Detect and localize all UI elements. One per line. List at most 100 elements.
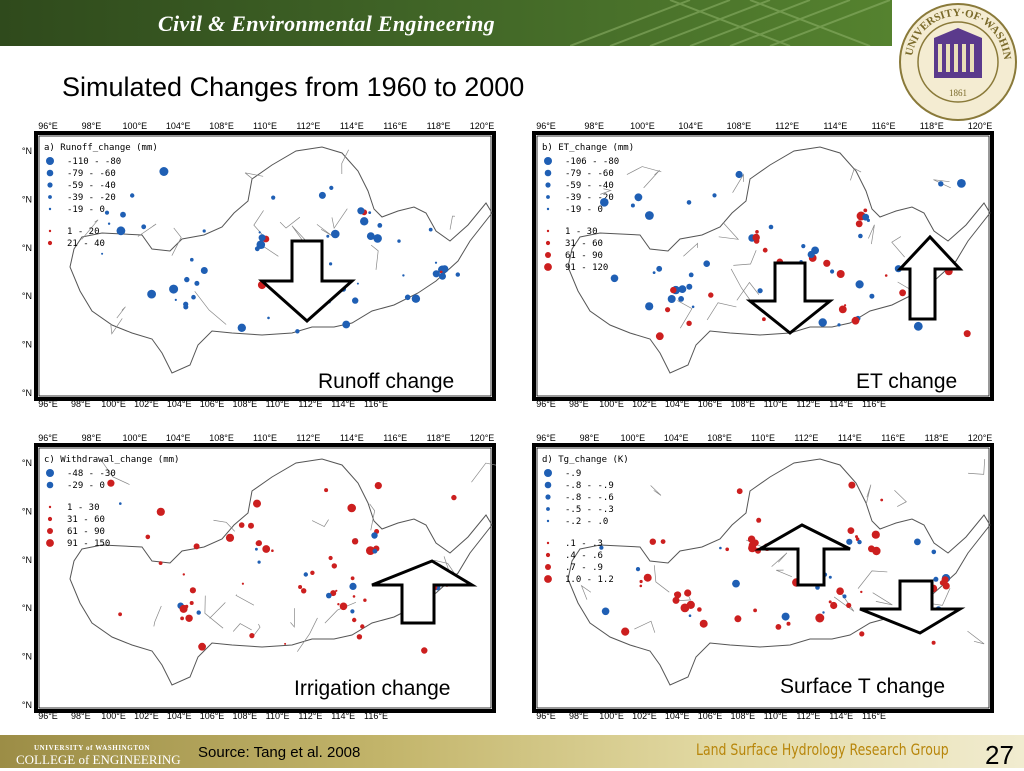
legend-decrease-marker xyxy=(546,207,550,211)
up-arrow-icon xyxy=(754,523,851,587)
sub-basin-boundary xyxy=(776,569,792,578)
lat-tick: 32°N xyxy=(22,700,32,710)
station-marker xyxy=(356,282,359,285)
legend-decrease-marker xyxy=(544,169,552,177)
lon-tick-top: 98°E xyxy=(82,121,102,131)
station-marker xyxy=(846,602,852,608)
station-marker xyxy=(241,582,244,585)
station-marker xyxy=(119,502,122,505)
lon-tick-top: 108°E xyxy=(209,121,234,131)
lon-tick-bottom: 102°E xyxy=(134,399,159,409)
legend-increase-label: .4 - .6 xyxy=(565,551,603,561)
legend-decrease-marker xyxy=(46,157,54,165)
lon-tick-bottom: 114°E xyxy=(829,399,853,409)
station-marker xyxy=(815,613,825,623)
station-marker xyxy=(451,494,457,501)
trend-arrows xyxy=(258,239,356,324)
legend-increase-marker xyxy=(48,505,52,509)
sub-basin-boundary xyxy=(235,594,255,606)
sub-basin-boundary xyxy=(297,617,318,652)
legend-increase-marker xyxy=(545,552,551,558)
station-marker xyxy=(830,601,838,610)
trend-arrows xyxy=(754,523,966,635)
lon-tick-bottom: 108°E xyxy=(232,399,257,409)
lon-tick-top: 96°E xyxy=(536,121,556,131)
sub-basin-boundary xyxy=(232,623,252,632)
station-marker xyxy=(337,603,340,606)
station-marker xyxy=(855,535,858,539)
runoff-map-svg: 96°E 98°E 100°E 104°E 108°E 110°E 112°E 114°E 11… xyxy=(22,121,496,409)
map-border xyxy=(532,443,994,713)
station-marker xyxy=(884,274,888,277)
station-marker xyxy=(342,320,351,329)
lon-tick-top: 116°E xyxy=(383,121,407,131)
map-inner-border xyxy=(536,447,990,709)
legend-decrease-label: -110 - -80 xyxy=(67,157,121,167)
station-marker xyxy=(262,545,271,553)
lon-tick-top: 104°E xyxy=(678,121,703,131)
station-markers xyxy=(599,481,951,645)
sub-basin-boundary xyxy=(683,242,699,257)
lon-tick-top: 100°E xyxy=(630,121,655,131)
station-marker xyxy=(674,592,679,597)
station-marker xyxy=(755,230,759,234)
station-marker xyxy=(656,265,663,272)
station-marker xyxy=(373,234,382,243)
sub-basin-boundary xyxy=(643,169,660,189)
legend-decrease-marker xyxy=(546,507,550,511)
station-marker xyxy=(719,546,722,550)
station-marker xyxy=(756,517,762,523)
lon-tick-top: 100°E xyxy=(122,121,147,131)
legend-increase-label: .7 - .9 xyxy=(565,563,603,573)
station-marker xyxy=(374,482,382,490)
station-marker xyxy=(180,616,185,621)
station-marker xyxy=(254,246,260,252)
lon-tick-bottom: 106°E xyxy=(200,711,225,721)
station-markers xyxy=(101,167,460,334)
station-marker xyxy=(957,179,966,188)
station-marker xyxy=(253,499,261,508)
station-marker xyxy=(686,283,693,290)
up-arrow-icon xyxy=(371,559,478,625)
station-marker xyxy=(237,323,246,332)
banner-title: Civil & Environmental Engineering xyxy=(158,11,495,36)
sub-basin-boundary xyxy=(600,188,612,195)
seal-year: 1861 xyxy=(949,88,967,98)
sub-basin-boundary xyxy=(857,570,888,589)
legend-decrease-marker xyxy=(545,182,551,188)
station-marker xyxy=(822,611,825,614)
station-marker xyxy=(786,621,791,626)
station-marker xyxy=(811,246,819,255)
station-marker xyxy=(248,522,254,529)
lon-tick-top: 110°E xyxy=(751,433,775,443)
sub-basin-boundary xyxy=(311,519,329,527)
station-marker xyxy=(179,604,188,613)
station-marker xyxy=(848,481,856,489)
river-basin-boundary xyxy=(567,458,991,686)
station-marker xyxy=(942,582,950,590)
sub-basin-boundary xyxy=(116,306,126,319)
irrigation-change-caption: Irrigation change xyxy=(292,677,453,701)
sub-basin-boundary xyxy=(291,225,310,245)
lon-tick-bottom: 114°E xyxy=(331,399,355,409)
lon-tick-bottom: 96°E xyxy=(536,399,556,409)
station-marker xyxy=(708,292,714,298)
station-marker xyxy=(360,624,365,629)
sub-basin-boundary xyxy=(244,172,264,179)
station-marker xyxy=(310,570,315,575)
station-marker xyxy=(116,226,126,236)
legend-increase-marker xyxy=(545,252,551,258)
station-marker xyxy=(257,560,261,564)
station-marker xyxy=(147,289,156,299)
station-marker xyxy=(434,261,438,264)
station-marker xyxy=(748,543,757,553)
station-marker xyxy=(775,624,782,630)
station-marker xyxy=(860,590,863,594)
lon-tick-top: 108°E xyxy=(727,121,752,131)
station-marker xyxy=(196,610,201,615)
sub-basin-boundary xyxy=(153,605,162,627)
et-change-map: 96°E 98°E 100°E 104°E 108°E 112°E 114°E 116°E 11… xyxy=(520,121,994,411)
lon-tick-bottom: 114°E xyxy=(331,711,355,721)
sub-basin-boundary xyxy=(194,291,227,325)
lon-tick-top: 96°E xyxy=(536,433,556,443)
